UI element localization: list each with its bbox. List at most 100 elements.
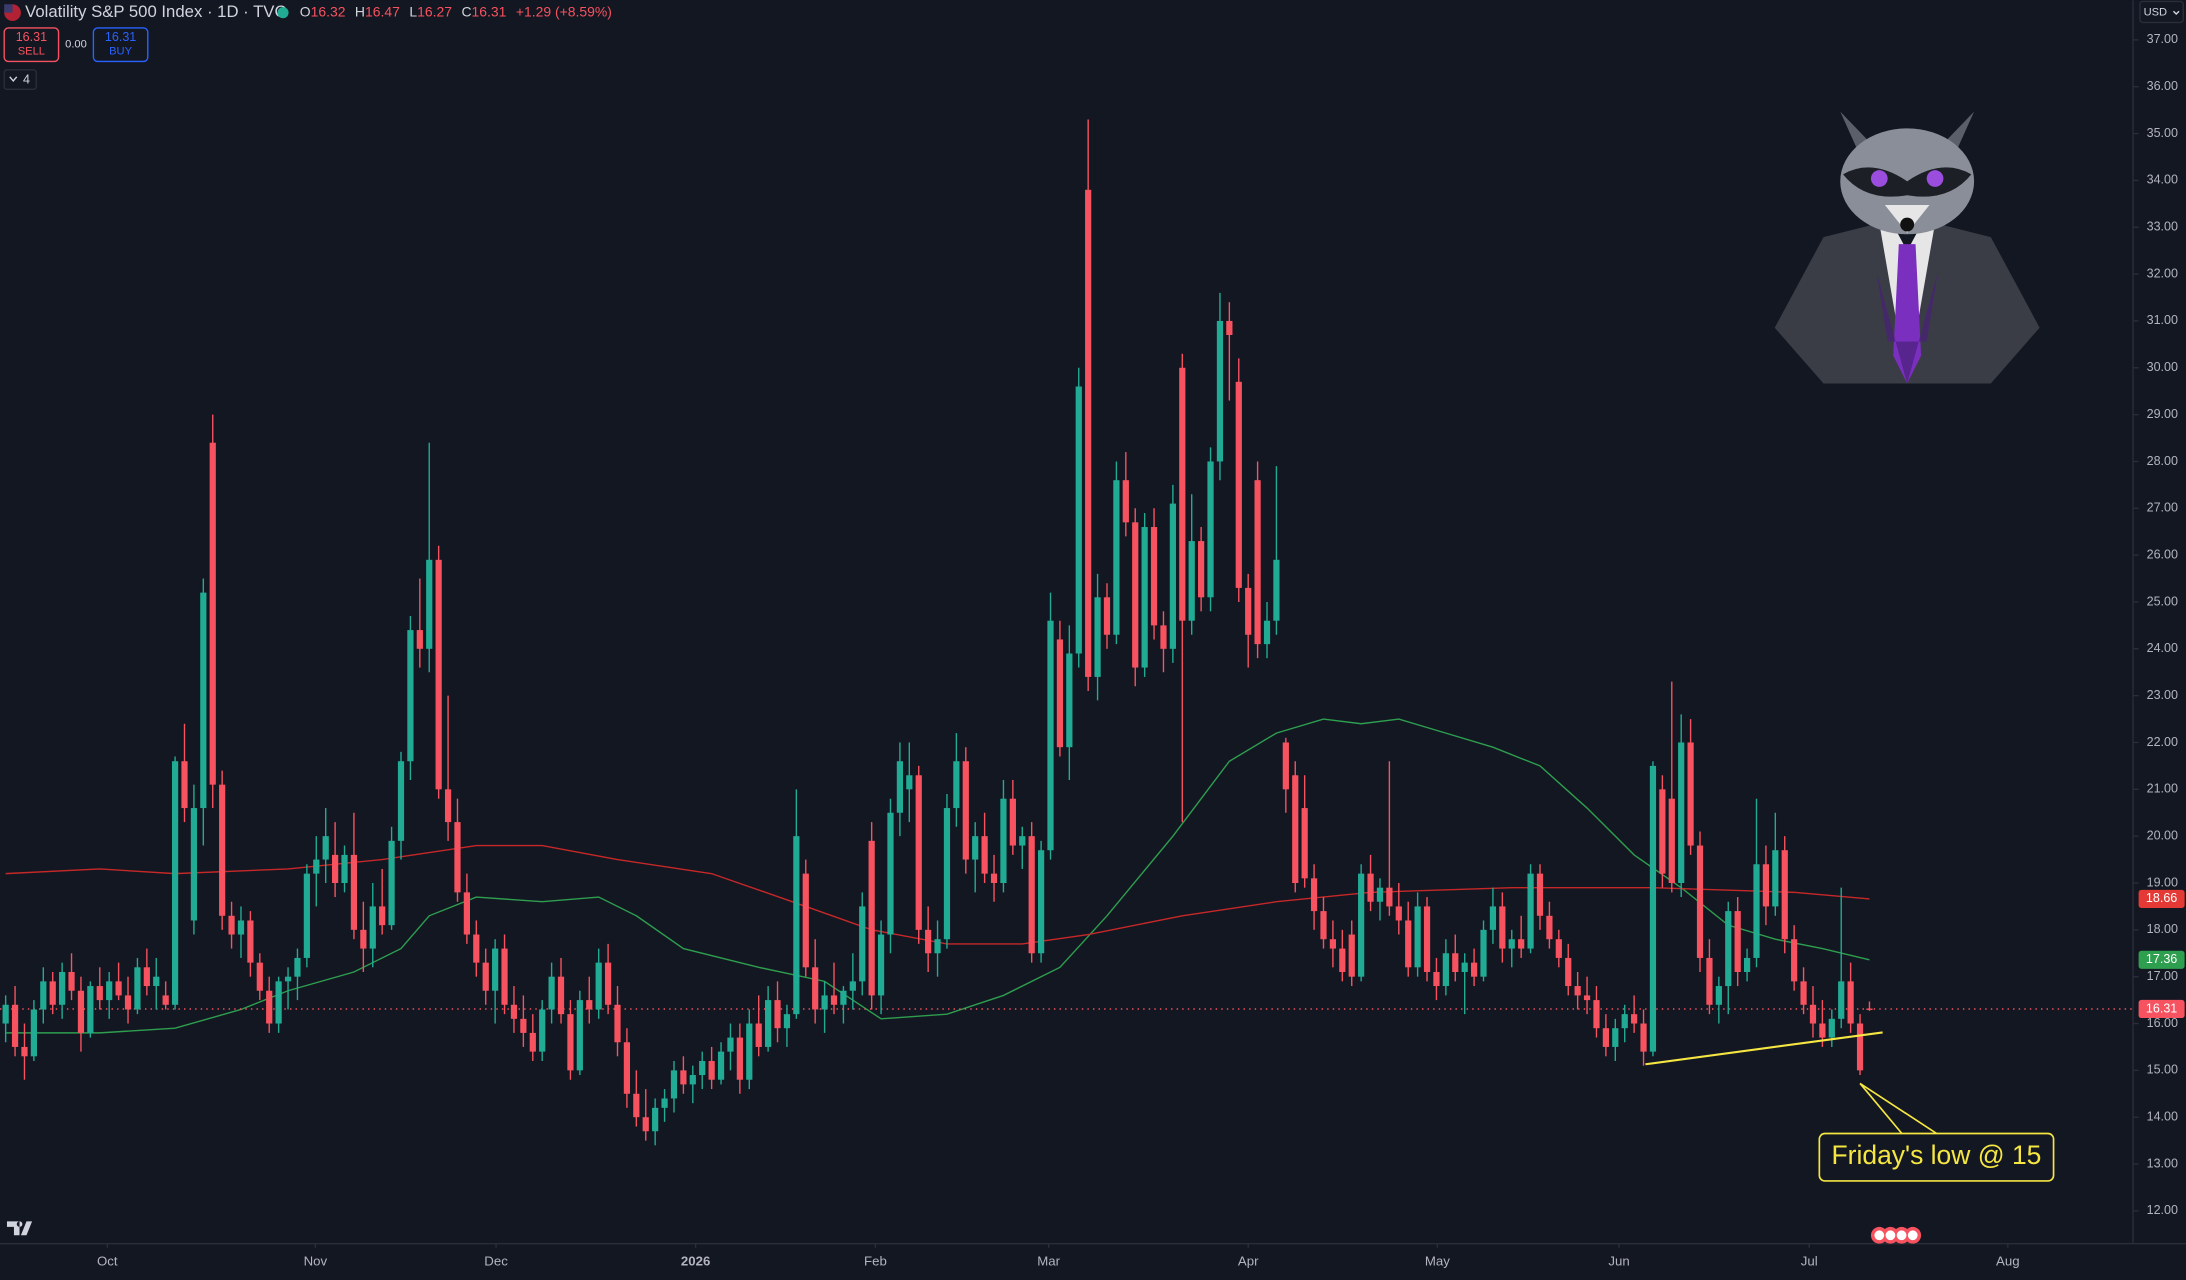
candle-body [426, 559, 433, 649]
candle-body [859, 906, 866, 982]
candle-body [1499, 906, 1506, 949]
chevron [2172, 10, 2180, 16]
candle-body [228, 915, 235, 935]
candle-body [783, 1014, 791, 1029]
candle-body [1706, 957, 1713, 1005]
candle-body [1470, 962, 1478, 977]
ohlc-key: O [300, 3, 311, 19]
candle-body [1028, 836, 1035, 954]
plot-area [0, 119, 2134, 1146]
candle-body [1292, 775, 1299, 884]
candle-body [1734, 911, 1741, 972]
candle-body [896, 761, 904, 813]
candle-body [219, 784, 226, 916]
candle-body [87, 986, 94, 1033]
candle-body [1358, 873, 1365, 977]
candle-body [633, 1093, 640, 1118]
candle-body [124, 995, 132, 1010]
candle-body [1216, 320, 1224, 462]
candle-body [171, 761, 179, 1005]
y-tick-label: 22.00 [2147, 735, 2178, 749]
candle-body [1226, 320, 1233, 335]
ohlc-key: C [461, 3, 471, 19]
candle-body [30, 1009, 37, 1057]
candle-body [529, 1032, 536, 1052]
candle-body [1555, 939, 1562, 958]
candle-body [1000, 798, 1007, 884]
price-tag-label: 17.36 [2146, 952, 2177, 966]
indicator-toggle[interactable] [3, 69, 37, 91]
candle-body [1696, 845, 1704, 958]
y-tick-label: 37.00 [2147, 32, 2178, 46]
candle-body [1856, 1023, 1864, 1071]
x-tick-label: Mar [1037, 1253, 1060, 1268]
buy-button[interactable] [92, 27, 149, 63]
candle-body [501, 948, 508, 1005]
price-tag [2138, 999, 2185, 1019]
candle-body [614, 1004, 621, 1043]
tv-logo[interactable] [6, 1221, 33, 1236]
y-tick-label: 27.00 [2147, 501, 2178, 515]
candle-body [416, 630, 423, 649]
candle-body [1263, 620, 1271, 645]
event-icons[interactable] [1870, 1226, 1922, 1244]
candle-body [96, 986, 103, 1001]
candle-body [463, 892, 470, 935]
candle-body [652, 1107, 659, 1132]
x-tick-label: Jun [1608, 1253, 1629, 1268]
candle-body [1791, 939, 1798, 982]
candle-body [849, 981, 856, 991]
sell-label: SELL [18, 46, 45, 58]
indicator-count: 4 [23, 73, 30, 87]
currency-button[interactable] [2139, 0, 2184, 24]
candle-body [1678, 742, 1685, 884]
candle-body [68, 971, 75, 991]
candle-body [1367, 873, 1374, 902]
candle-body [802, 873, 809, 968]
candle-body [595, 962, 602, 1010]
candle-body [1198, 541, 1205, 598]
candle-body [388, 840, 395, 926]
candle-body [1489, 906, 1497, 930]
candle-body [1188, 541, 1195, 621]
candle-body [49, 981, 56, 1005]
candle-body [604, 962, 612, 1005]
candle-body [332, 854, 339, 884]
candle-body [181, 761, 188, 809]
symbol-title[interactable]: Volatility S&P 500 Index · 1D · TVC [25, 2, 286, 21]
candle-body [981, 836, 988, 874]
candle-body [1405, 920, 1412, 968]
market-status [277, 7, 289, 19]
candle-body [303, 873, 310, 958]
candle-body [1800, 981, 1807, 1005]
candle-body [40, 981, 47, 1010]
candle-body [1725, 911, 1732, 987]
candle-body [1781, 850, 1788, 940]
candle-body [1583, 995, 1591, 1001]
candle-body [1433, 971, 1440, 987]
x-tick-label: 2026 [681, 1253, 710, 1268]
candle-body [77, 990, 85, 1033]
sell-price: 16.31 [16, 30, 47, 44]
candle-body [1386, 887, 1393, 907]
sell-button[interactable] [3, 27, 60, 63]
y-tick-label: 16.00 [2147, 1016, 2178, 1030]
candle-body [1819, 1023, 1826, 1038]
candle-body [877, 934, 885, 996]
candle-body [1150, 527, 1158, 626]
y-tick-label: 21.00 [2147, 782, 2178, 796]
candle-body [793, 836, 800, 1015]
raccoon-logo [1774, 111, 2040, 384]
candle-body [153, 976, 160, 987]
candle-body [868, 840, 875, 996]
candle-body [237, 920, 245, 935]
y-tick-label: 15.00 [2147, 1063, 2178, 1077]
candle-body [642, 1117, 649, 1132]
candle-body [746, 1023, 753, 1080]
x-tick-label: Jul [1801, 1253, 1818, 1268]
candle-body [1273, 559, 1280, 621]
x-tick-label: Aug [1996, 1253, 2020, 1268]
candle-body [162, 995, 169, 1005]
